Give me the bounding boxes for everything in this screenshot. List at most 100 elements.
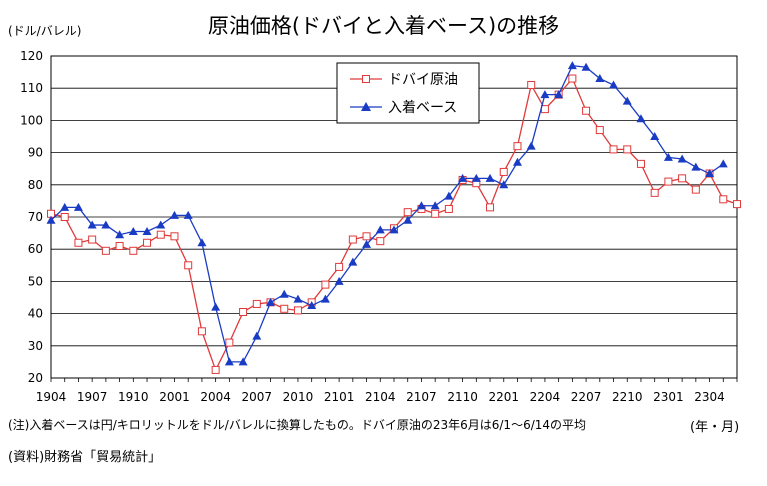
chart-title: 原油価格(ドバイと入着ベース)の推移 xyxy=(207,14,560,38)
data-point xyxy=(540,90,550,99)
data-point xyxy=(307,301,317,310)
data-point xyxy=(444,191,454,200)
x-tick-label: 2101 xyxy=(324,390,355,404)
data-point xyxy=(416,201,426,210)
data-point xyxy=(348,257,358,266)
y-axis-unit-label: (ドル/バレル) xyxy=(8,24,82,38)
data-point xyxy=(485,173,495,182)
data-point xyxy=(334,276,344,285)
data-point xyxy=(375,225,385,234)
data-point xyxy=(197,327,206,336)
data-point xyxy=(156,220,166,229)
data-point xyxy=(403,208,412,217)
y-tick-label: 110 xyxy=(20,81,43,95)
data-point xyxy=(252,331,262,340)
y-tick-label: 60 xyxy=(28,242,43,256)
x-tick-label: 2201 xyxy=(488,390,519,404)
y-tick-label: 30 xyxy=(28,339,43,353)
data-point xyxy=(622,96,632,105)
x-tick-label: 2110 xyxy=(447,390,478,404)
data-point xyxy=(280,304,289,313)
data-point xyxy=(279,289,289,298)
y-tick-label: 80 xyxy=(28,178,43,192)
data-point xyxy=(499,167,508,176)
data-point xyxy=(142,226,152,235)
data-point xyxy=(554,90,564,99)
series-2 xyxy=(46,61,728,366)
data-point xyxy=(129,246,138,255)
data-point xyxy=(376,237,385,246)
x-axis-ticks: 1904 1907 1910 2001 2004 2007 2010 2101 2104 2107… xyxy=(36,378,738,404)
data-point xyxy=(540,105,549,114)
data-point xyxy=(335,262,344,271)
data-point xyxy=(73,202,83,211)
x-tick-label: 2304 xyxy=(694,390,725,404)
x-tick-label: 1907 xyxy=(77,390,108,404)
data-point xyxy=(527,80,536,89)
data-point xyxy=(567,61,577,70)
data-point xyxy=(650,188,659,197)
data-point xyxy=(486,203,495,212)
data-point xyxy=(471,173,481,182)
data-point xyxy=(444,204,453,213)
data-point xyxy=(225,338,234,347)
y-tick-label: 90 xyxy=(28,146,43,160)
data-point xyxy=(46,215,56,224)
data-point xyxy=(362,239,372,248)
data-point xyxy=(348,235,357,244)
y-axis-ticks: 20 30 40 50 60 70 80 90 100 110 120 xyxy=(20,49,43,385)
data-point xyxy=(430,201,440,210)
footnote: (注)入着ベースは円/キロリットルをドル/バレルに換算したもの。ドバイ原油の23… xyxy=(8,418,587,432)
data-point xyxy=(636,114,646,123)
data-point xyxy=(403,215,413,224)
series-layer xyxy=(46,61,741,374)
data-point xyxy=(636,159,645,168)
data-point xyxy=(266,297,276,306)
data-point xyxy=(197,238,207,247)
data-point xyxy=(320,294,330,303)
x-tick-label: 2107 xyxy=(406,390,437,404)
legend-label: ドバイ原油 xyxy=(388,72,458,88)
data-point xyxy=(238,357,248,366)
data-point xyxy=(677,154,687,163)
data-point xyxy=(211,365,220,374)
data-point xyxy=(512,157,522,166)
legend-box xyxy=(336,62,480,124)
legend-marker xyxy=(362,75,370,83)
data-point xyxy=(664,177,673,186)
data-point xyxy=(595,74,605,83)
y-tick-label: 50 xyxy=(28,274,43,288)
data-point xyxy=(115,241,124,250)
data-point xyxy=(719,195,728,204)
data-point xyxy=(321,280,330,289)
y-tick-label: 20 xyxy=(28,371,43,385)
data-point xyxy=(170,232,179,241)
source-note: (資料)財務省「貿易統計」 xyxy=(8,450,162,465)
data-point xyxy=(293,294,303,303)
x-tick-label: 2301 xyxy=(653,390,684,404)
data-point xyxy=(362,232,371,241)
x-tick-label: 2010 xyxy=(283,390,314,404)
x-tick-label: 1910 xyxy=(118,390,149,404)
grid-lines xyxy=(51,87,737,347)
x-axis-unit-label: (年・月) xyxy=(690,420,740,435)
x-tick-label: 1904 xyxy=(36,390,67,404)
data-point xyxy=(458,173,468,182)
x-tick-label: 2104 xyxy=(365,390,396,404)
data-point xyxy=(431,209,440,218)
data-point xyxy=(678,174,687,183)
data-point xyxy=(87,220,97,229)
x-tick-label: 2207 xyxy=(571,390,602,404)
y-tick-label: 100 xyxy=(20,113,43,127)
data-point xyxy=(568,74,577,83)
data-point xyxy=(101,220,111,229)
data-point xyxy=(169,210,179,219)
data-point xyxy=(623,145,632,154)
data-point xyxy=(582,106,591,115)
data-point xyxy=(389,225,399,234)
data-point xyxy=(609,145,618,154)
legend-label: 入着ベース xyxy=(388,100,457,116)
data-point xyxy=(115,230,125,239)
data-point xyxy=(156,230,165,239)
data-point xyxy=(691,185,700,194)
